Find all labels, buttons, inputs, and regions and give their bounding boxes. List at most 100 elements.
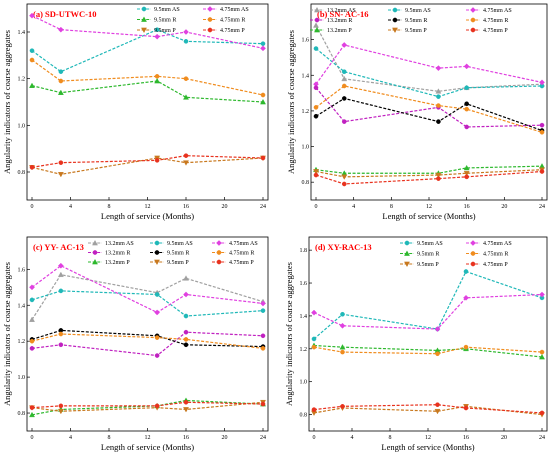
series-line [31, 59, 264, 96]
series-8 [313, 169, 545, 187]
legend-label: 4.75mm AS [220, 7, 249, 13]
y-tick-label: 1.0 [302, 145, 310, 151]
legend: 13.2mm AS 9.5mm AS 4.75mm AS 13.2mm R 9.5mm … [88, 239, 258, 266]
x-tick-label: 20 [501, 435, 507, 441]
data-point [311, 344, 317, 350]
data-point [539, 349, 545, 355]
data-point [313, 169, 319, 175]
legend-swatch-marker [141, 16, 147, 22]
data-point [154, 353, 160, 358]
legend-swatch-marker [92, 258, 98, 265]
data-point [313, 22, 319, 28]
panel-title: (c) YY- AC-13 [33, 242, 84, 252]
legend-label: 4.75mm AS [483, 241, 512, 247]
data-point [435, 65, 442, 72]
data-point [29, 297, 35, 303]
legend-label: 4.75mm R [229, 251, 254, 257]
series-line [31, 29, 264, 73]
x-tick-label: 8 [389, 435, 392, 441]
legend-swatch-marker [207, 27, 213, 33]
legend-swatch-marker [392, 27, 398, 34]
legend-swatch-marker [92, 239, 98, 246]
data-point [341, 83, 347, 89]
x-tick-label: 4 [351, 435, 354, 441]
series-line [315, 48, 543, 98]
legend-label: 9.5mm R [405, 18, 427, 24]
x-tick-label: 0 [31, 435, 34, 441]
data-point [58, 69, 64, 74]
data-point [434, 408, 441, 415]
data-point [539, 79, 545, 86]
x-tick-label: 8 [108, 435, 111, 441]
data-point [183, 407, 189, 413]
x-axis-label: Length of service (Months) [381, 442, 474, 452]
data-point [57, 408, 64, 415]
legend-swatch-marker [154, 250, 160, 255]
series-line [31, 80, 264, 103]
data-point [464, 174, 469, 180]
legend-label: 13.2mm R [327, 18, 352, 24]
data-point [29, 82, 35, 88]
data-point [29, 165, 35, 170]
data-point [58, 78, 64, 84]
data-point [58, 160, 64, 165]
data-point [341, 174, 348, 180]
series-line [315, 87, 543, 128]
x-tick-label: 4 [352, 204, 355, 210]
data-point [183, 39, 189, 44]
legend-label: 4.75mm R [483, 252, 508, 258]
legend-label: 4.75mm P [483, 28, 508, 34]
data-point [260, 45, 266, 52]
x-tick-label: 8 [390, 204, 393, 210]
data-point [29, 316, 35, 322]
x-tick-label: 20 [222, 204, 228, 210]
y-tick-label: 0.8 [18, 170, 26, 176]
data-point [434, 326, 441, 332]
y-tick-label: 1.0 [18, 375, 26, 381]
y-tick-label: 1.2 [302, 109, 310, 115]
y-axis-label: Angularity indicators of coarse aggregat… [284, 262, 294, 406]
legend-label: 4.75mm P [229, 260, 254, 266]
data-point [311, 407, 317, 412]
data-point [260, 333, 266, 339]
legend-swatch-marker [314, 17, 320, 23]
data-point [183, 153, 189, 158]
legend-label: 4.75mm P [483, 262, 508, 268]
data-point [436, 94, 441, 99]
legend-swatch-marker [141, 6, 147, 12]
legend-label: 9.5mm P [154, 28, 176, 34]
chart-panel-3: 0 4 8 12 16 20 24 0.8 1.0 1.2 1.4 1.6 1.8 Length of s… [284, 236, 548, 452]
legend-swatch-marker [392, 7, 398, 13]
data-point [58, 403, 64, 409]
chart-panel-1: 0 4 8 12 16 20 24 0.8 1.0 1.2 1.4 1.6 Length of serv… [286, 3, 548, 221]
data-point [183, 275, 189, 281]
data-point [313, 85, 319, 91]
y-tick-label: 1.6 [300, 281, 308, 287]
data-point [154, 158, 160, 163]
series-5 [313, 83, 545, 135]
data-point [313, 105, 319, 110]
data-point [183, 291, 189, 298]
series-0 [29, 271, 266, 322]
data-point [463, 405, 469, 411]
legend-swatch-marker [392, 17, 398, 23]
data-point [539, 122, 545, 128]
legend-label: 13.2mm AS [105, 241, 134, 247]
data-point [260, 308, 266, 313]
data-point [183, 342, 189, 348]
legend-label: 9.5mm AS [154, 7, 180, 13]
data-point [58, 331, 64, 337]
legend-swatch-marker [216, 250, 222, 255]
data-point [29, 12, 35, 19]
data-point [183, 337, 189, 342]
series-3 [29, 57, 266, 98]
legend-label: 13.2mm AS [327, 8, 356, 14]
series-2 [29, 77, 266, 105]
legend-label: 9.5mm P [405, 28, 427, 34]
series-5 [311, 402, 545, 416]
data-point [29, 411, 35, 418]
series-3 [29, 329, 266, 358]
legend-label: 4.75mm AS [483, 8, 512, 14]
legend: 9.5mm AS 4.75mm AS 9.5mm R 4.75mm R 9.5mm P 4… [137, 6, 249, 34]
data-point [539, 410, 545, 416]
